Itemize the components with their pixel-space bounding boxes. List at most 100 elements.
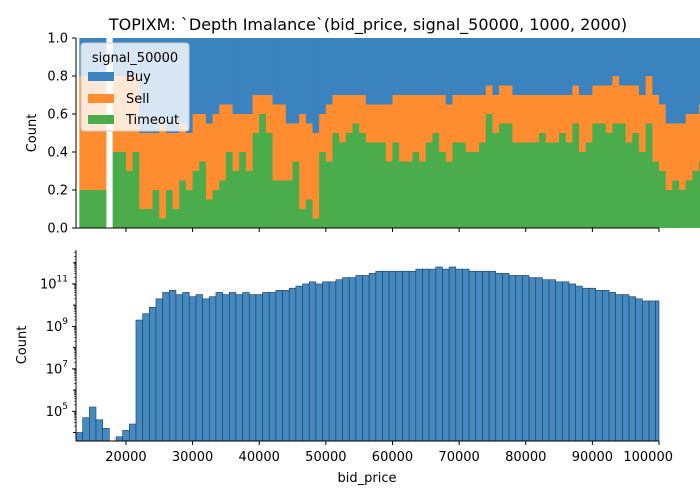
buy-bar	[492, 38, 500, 95]
timeout-bar	[665, 190, 673, 228]
buy-bar	[452, 38, 460, 95]
histogram-bar	[408, 270, 417, 442]
histogram-bar	[162, 292, 170, 442]
timeout-bar	[619, 123, 627, 228]
buy-bar	[532, 38, 540, 95]
histogram-bar	[648, 300, 656, 442]
timeout-bar	[585, 142, 593, 228]
sell-bar	[259, 95, 267, 114]
histogram-bar	[402, 270, 410, 442]
sell-bar	[305, 123, 313, 200]
sell-bar	[412, 95, 420, 152]
buy-bar	[292, 38, 300, 124]
sell-bar	[632, 85, 640, 133]
sell-bar	[552, 95, 560, 143]
timeout-bar	[559, 133, 567, 228]
histogram-bar	[375, 270, 383, 442]
sell-bar	[499, 85, 507, 124]
sell-bar	[285, 123, 293, 181]
timeout-bar	[532, 142, 540, 228]
histogram-bar	[508, 275, 517, 442]
sell-bar	[332, 95, 340, 133]
chart-title: TOPIXM: `Depth Imalance`(bid_price, sign…	[108, 15, 627, 35]
buy-bar	[405, 38, 413, 95]
histogram-bar	[242, 292, 250, 442]
timeout-bar	[692, 171, 700, 228]
sell-bar	[645, 76, 653, 124]
sell-bar	[698, 104, 700, 162]
buy-bar	[619, 38, 627, 86]
histogram-bar	[362, 275, 370, 442]
histogram-bar	[382, 270, 390, 442]
top-y-ticks: 0.0 0.2 0.4 0.6 0.8 1.0	[47, 32, 76, 237]
buy-bar	[572, 38, 580, 86]
timeout-bar	[339, 142, 347, 228]
timeout-bar	[659, 171, 667, 228]
bottom-y-tick-label: 109	[46, 317, 69, 335]
sell-bar	[179, 123, 187, 181]
buy-bar	[692, 38, 700, 114]
timeout-bar	[499, 123, 507, 228]
timeout-bar	[385, 161, 393, 228]
buy-bar	[345, 38, 353, 95]
histogram-bar	[282, 290, 290, 442]
timeout-bar	[299, 209, 307, 228]
buy-bar	[205, 38, 213, 124]
histogram-bar	[115, 436, 123, 442]
sell-bar	[672, 123, 680, 181]
buy-bar	[219, 38, 227, 105]
bottom-x-tick-label: 90000	[572, 450, 613, 465]
timeout-bar	[292, 161, 300, 228]
buy-bar	[579, 38, 587, 95]
histogram-bar	[495, 273, 503, 442]
legend-box	[80, 42, 190, 132]
timeout-bar	[125, 171, 134, 228]
timeout-bar	[332, 133, 340, 228]
histogram-bar	[615, 294, 623, 442]
top-y-axis-label: Count	[25, 114, 40, 153]
legend-swatch-sell	[88, 94, 114, 103]
bottom-x-tick-label: 40000	[239, 450, 280, 465]
sell-bar	[505, 85, 513, 124]
timeout-bar	[119, 152, 127, 228]
buy-bar	[552, 38, 560, 95]
histogram-bar	[455, 268, 463, 442]
timeout-bar	[259, 114, 267, 228]
histogram-bar	[428, 268, 437, 442]
timeout-bar	[672, 180, 680, 228]
sell-bar	[452, 95, 460, 143]
sell-bar	[479, 95, 487, 143]
buy-bar	[512, 38, 520, 95]
timeout-bar	[579, 152, 587, 228]
buy-bar	[698, 38, 700, 105]
bottom-panel-log-histogram: 105 107 109 1011 20000 30000 40000 50000 60000 7…	[15, 250, 673, 486]
histogram-bar	[82, 417, 90, 442]
sell-bar	[612, 76, 620, 124]
sell-bar	[592, 85, 600, 124]
timeout-bar	[539, 133, 547, 228]
buy-bar	[659, 38, 667, 105]
buy-bar	[432, 38, 440, 95]
timeout-bar	[319, 152, 327, 228]
histogram-bar	[462, 268, 470, 442]
buy-bar	[485, 38, 493, 86]
histogram-bar	[602, 290, 610, 442]
histogram-bar	[102, 427, 110, 442]
sell-bar	[519, 95, 527, 143]
timeout-bar	[285, 180, 293, 228]
sell-bar	[185, 133, 193, 190]
buy-bar	[439, 38, 447, 95]
histogram-bar	[188, 296, 197, 442]
histogram-bar	[129, 423, 137, 442]
sell-bar	[678, 123, 687, 190]
histogram-bar	[542, 279, 550, 442]
timeout-bar	[698, 161, 700, 228]
buy-bar	[479, 38, 487, 95]
buy-bar	[399, 38, 407, 95]
sell-bar	[399, 95, 407, 162]
sell-bar	[439, 95, 447, 152]
histogram-bar	[142, 313, 150, 442]
timeout-bar	[85, 190, 94, 228]
top-panel-proportion-chart: 0.0 0.2 0.4 0.6 0.8 1.0 Count signal_50000 Bu…	[25, 32, 700, 237]
timeout-bar	[379, 142, 387, 228]
